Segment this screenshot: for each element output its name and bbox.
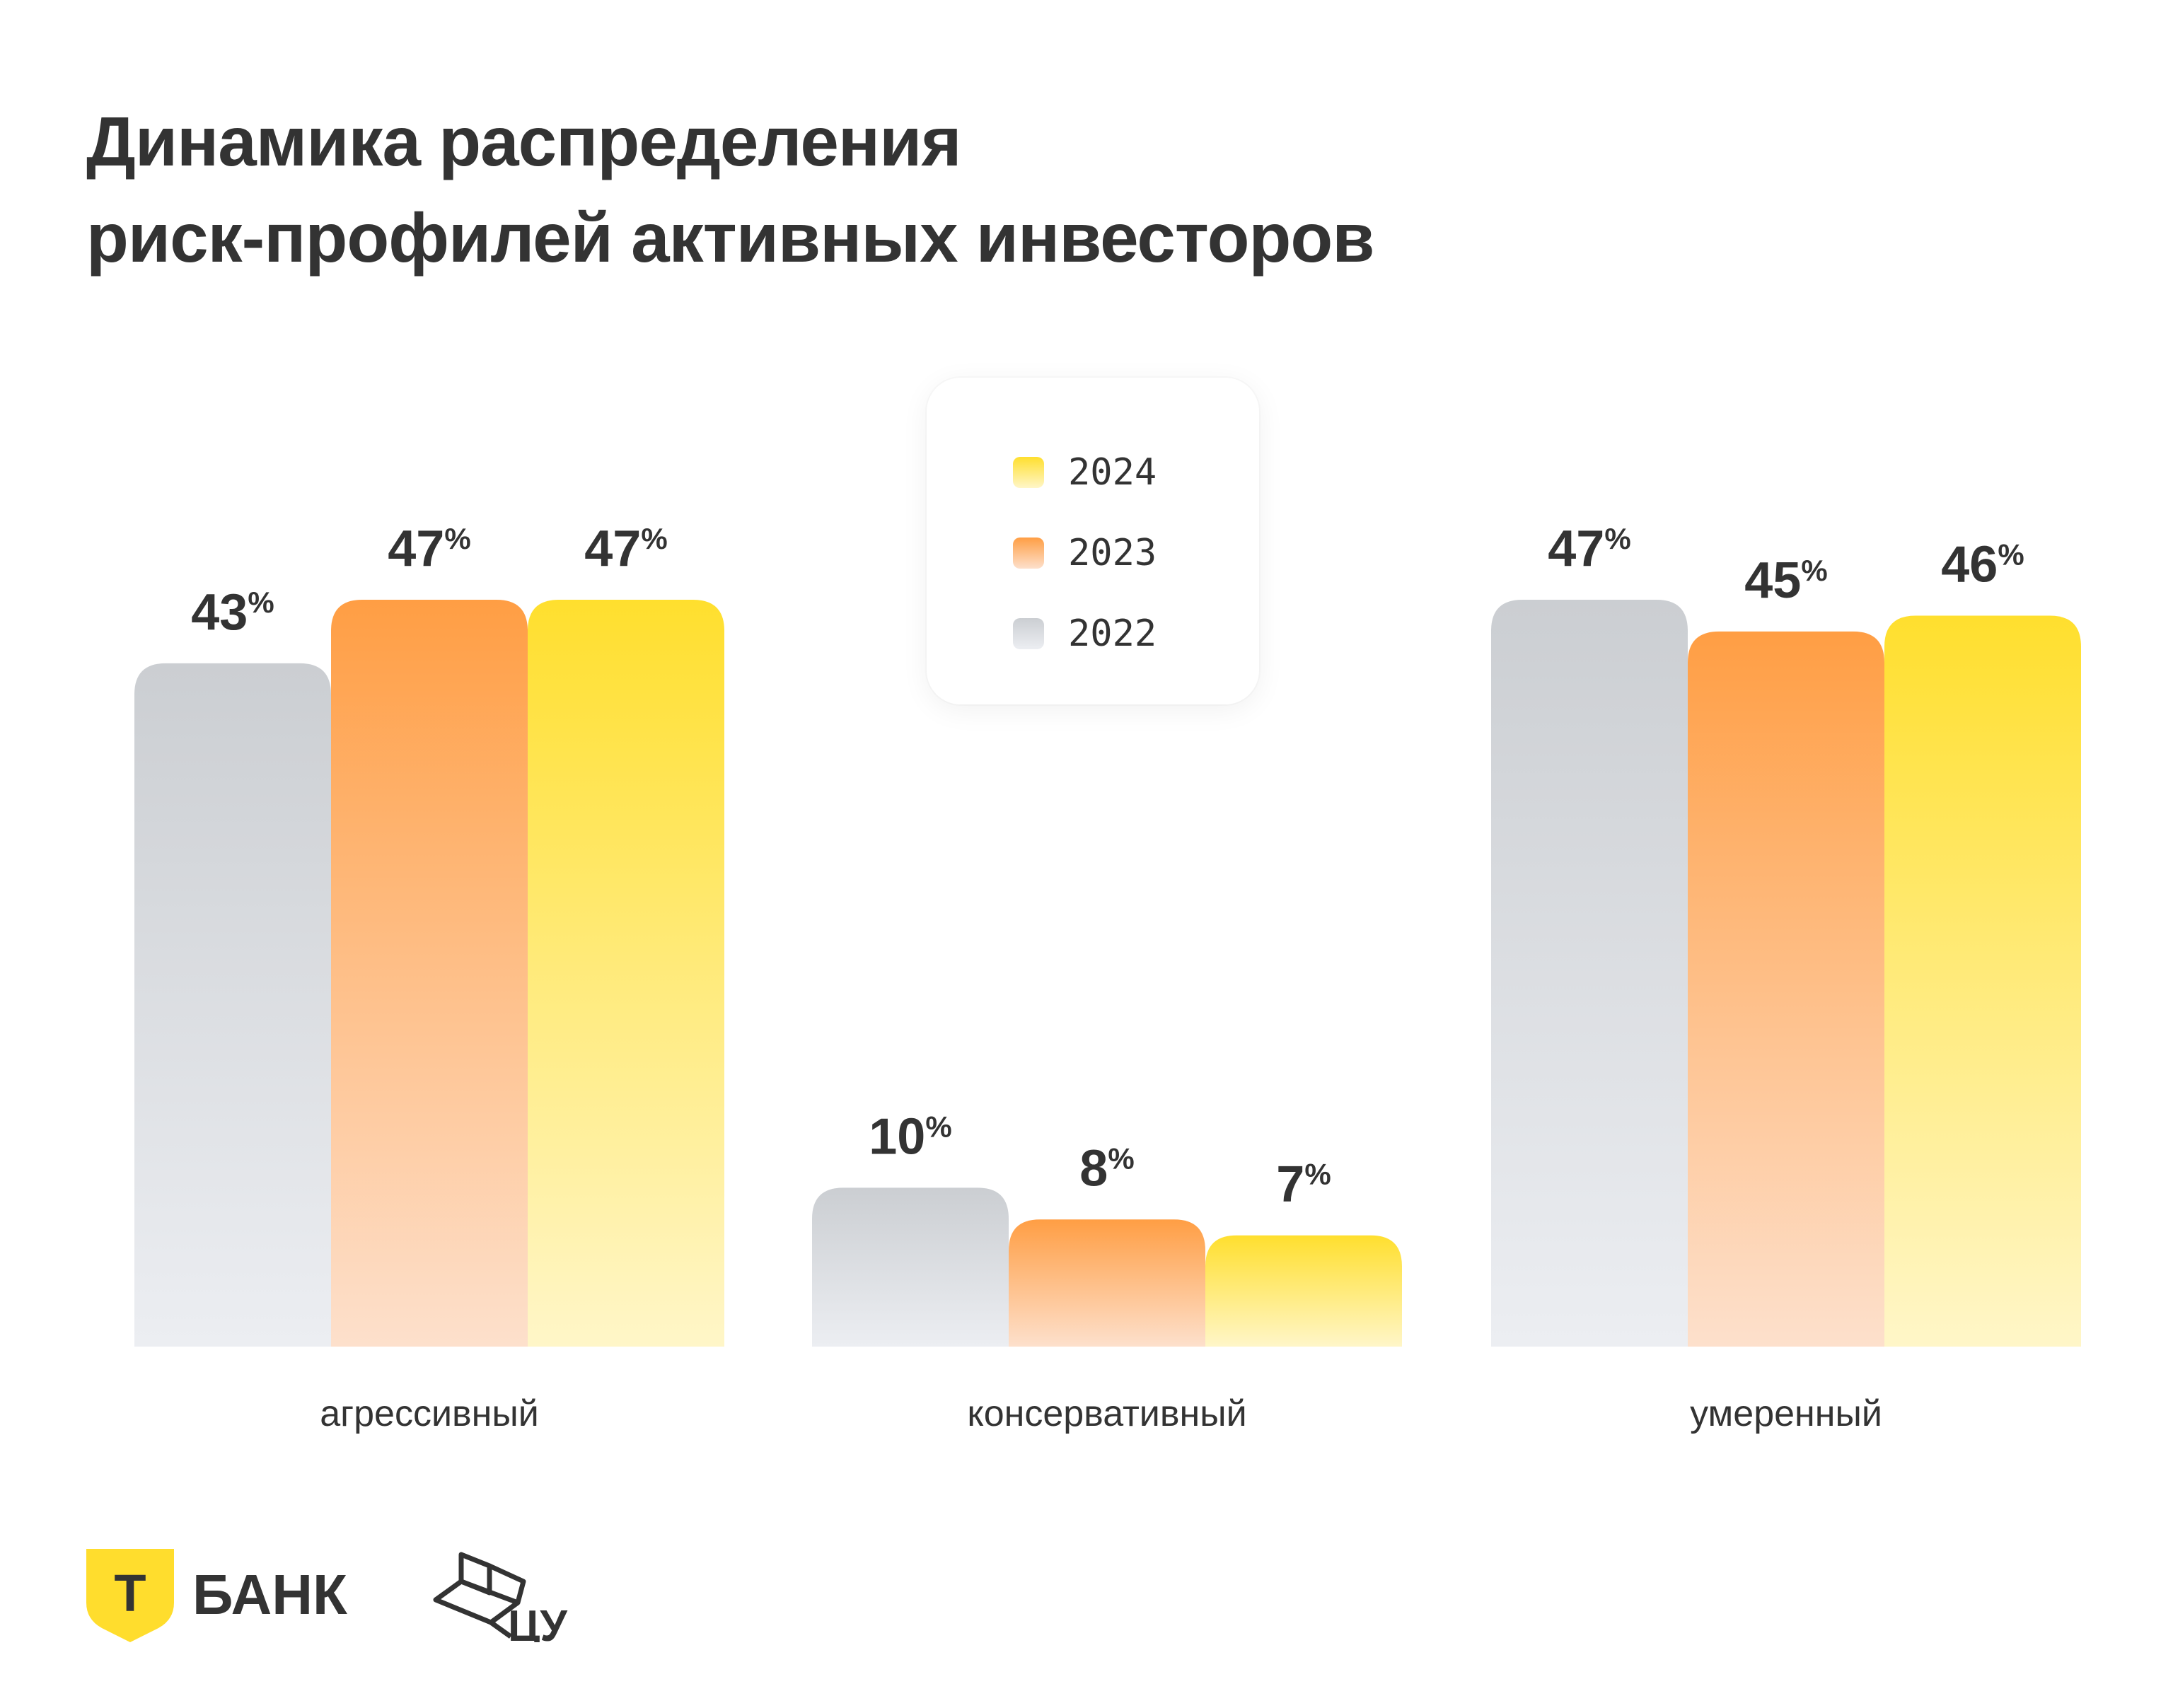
bar-агрессивный-2022	[134, 663, 331, 1347]
legend-label: 2024	[1068, 451, 1157, 494]
data-label-умеренный-2023: 45%	[1744, 552, 1827, 609]
legend-item-2024: 2024	[1013, 451, 1157, 494]
legend	[927, 378, 1259, 704]
data-label-агрессивный-2024: 47%	[584, 521, 667, 577]
legend-swatch	[1013, 457, 1044, 488]
bar-умеренный-2024	[1884, 615, 2081, 1347]
tbank-logo: Т БАНК	[86, 1549, 347, 1642]
data-label-агрессивный-2023: 47%	[388, 521, 470, 577]
x-tick-label-2: умеренный	[1690, 1393, 1882, 1434]
cu-logo: ЦУ	[433, 1552, 568, 1642]
chart-title-line-2: риск-профилей активных инвесторов	[86, 199, 1374, 277]
data-label-агрессивный-2022: 43%	[191, 584, 274, 641]
data-label-умеренный-2022: 47%	[1548, 521, 1630, 577]
x-tick-label-1: консервативный	[967, 1393, 1246, 1434]
data-label-консервативный-2024: 7%	[1276, 1156, 1331, 1213]
tbank-shield-letter: Т	[114, 1564, 146, 1622]
x-tick-label-0: агрессивный	[320, 1393, 539, 1434]
bar-консервативный-2023	[1009, 1219, 1205, 1347]
data-label-консервативный-2022: 10%	[869, 1108, 951, 1165]
cu-emblem-icon	[433, 1552, 526, 1639]
data-label-умеренный-2024: 46%	[1941, 536, 2024, 593]
chart-title: Динамика распределения риск-профилей акт…	[86, 93, 1374, 286]
chart-title-line-1: Динамика распределения	[86, 103, 962, 180]
legend-label: 2022	[1068, 612, 1157, 655]
legend-item-2022: 2022	[1013, 612, 1157, 655]
legend-item-2023: 2023	[1013, 532, 1157, 574]
bar-умеренный-2022	[1491, 599, 1688, 1347]
legend-swatch	[1013, 618, 1044, 649]
legend-label: 2023	[1068, 532, 1157, 574]
bar-агрессивный-2023	[331, 599, 528, 1347]
bar-консервативный-2022	[812, 1187, 1009, 1347]
legend-swatch	[1013, 538, 1044, 569]
tbank-wordmark: БАНК	[192, 1563, 347, 1626]
bar-агрессивный-2024	[528, 599, 724, 1347]
bar-консервативный-2024	[1205, 1235, 1402, 1347]
bar-умеренный-2023	[1688, 631, 1884, 1347]
cu-wordmark: ЦУ	[508, 1602, 568, 1642]
data-label-консервативный-2023: 8%	[1079, 1140, 1134, 1197]
tbank-shield-icon	[86, 1549, 174, 1642]
